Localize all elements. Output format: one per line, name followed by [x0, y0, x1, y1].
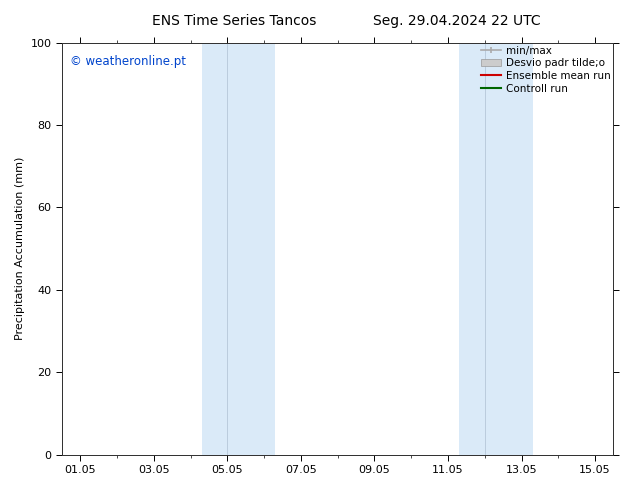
- Bar: [459, 43, 485, 455]
- Y-axis label: Precipitation Accumulation (mm): Precipitation Accumulation (mm): [15, 157, 25, 340]
- Bar: [202, 43, 228, 455]
- Legend: min/max, Desvio padr tilde;o, Ensemble mean run, Controll run: min/max, Desvio padr tilde;o, Ensemble m…: [479, 44, 612, 96]
- Text: Seg. 29.04.2024 22 UTC: Seg. 29.04.2024 22 UTC: [373, 14, 540, 28]
- Bar: [228, 43, 275, 455]
- Text: © weatheronline.pt: © weatheronline.pt: [70, 55, 186, 68]
- Text: ENS Time Series Tancos: ENS Time Series Tancos: [152, 14, 317, 28]
- Bar: [485, 43, 533, 455]
